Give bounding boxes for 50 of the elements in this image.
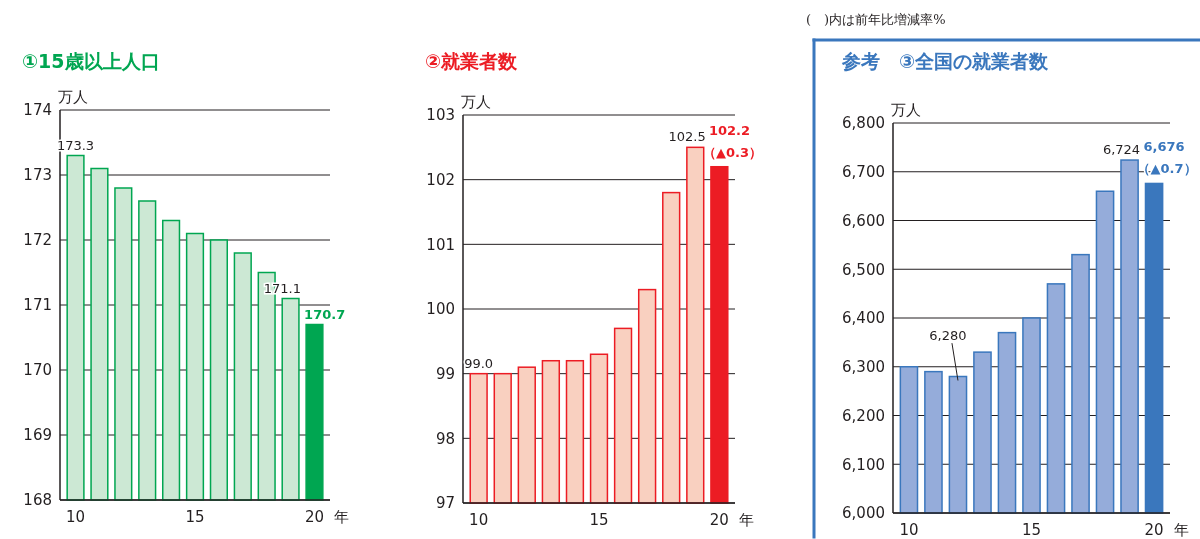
y-tick-label: 170	[23, 361, 52, 380]
data-label: 6,280	[929, 328, 967, 344]
y-tick-label: 98	[435, 429, 455, 448]
data-label: 102.2	[708, 122, 751, 138]
y-tick-label: 97	[435, 494, 455, 513]
data-label: 102.5	[668, 129, 706, 145]
y-tick-label: 6,200	[842, 406, 885, 425]
y-tick-label: 171	[23, 296, 52, 315]
y-tick-label: 102	[426, 170, 455, 189]
y-axis-title: 万人	[891, 101, 921, 119]
x-tick-label: 15	[589, 511, 609, 529]
y-tick-label: 6,500	[842, 260, 885, 279]
x-axis-title: 年	[334, 508, 350, 526]
y-tick-label: 168	[23, 491, 52, 510]
y-tick-label: 6,300	[842, 358, 885, 376]
text: ( )内は前年比増減率%	[806, 12, 946, 27]
y-tick-label: 6,000	[842, 504, 885, 523]
chart-title: 参考 ③全国の就業者数	[841, 50, 1050, 72]
y-tick-label: 99	[435, 364, 455, 383]
y-tick-label: 101	[426, 235, 455, 254]
y-tick-label: 100	[426, 300, 455, 319]
y-axis-title: 万人	[461, 93, 491, 111]
x-tick-label: 10	[65, 508, 86, 526]
y-tick-label: 6,700	[842, 163, 885, 181]
x-tick-label: 10	[899, 521, 919, 539]
x-axis-title: 年	[1174, 521, 1190, 539]
data-label: 99.0	[464, 355, 494, 371]
data-label: 170.7	[304, 306, 346, 322]
annotation: （▲0.3）	[702, 144, 762, 160]
y-tick-label: 174	[23, 101, 52, 120]
y-tick-label: 6,100	[842, 455, 885, 474]
chart-title: ②就業者数	[425, 50, 519, 72]
x-tick-label: 15	[1021, 521, 1042, 539]
x-axis-title: 年	[739, 511, 755, 529]
y-axis-title: 万人	[58, 88, 88, 106]
y-tick-label: 6,400	[842, 309, 885, 328]
y-tick-label: 6,600	[842, 211, 885, 230]
y-tick-label: 103	[426, 106, 455, 125]
y-tick-label: 6,800	[842, 114, 885, 133]
x-tick-label: 20	[709, 511, 729, 529]
y-tick-label: 173	[23, 166, 52, 185]
y-tick-label: 169	[23, 426, 52, 445]
chart-title: ①15歳以上人口	[22, 50, 160, 72]
x-tick-label: 20	[304, 508, 325, 526]
x-tick-label: 10	[469, 511, 489, 529]
data-label: 6,676	[1143, 139, 1185, 155]
x-tick-label: 20	[1144, 521, 1164, 539]
data-label: 6,724	[1102, 142, 1141, 158]
y-tick-label: 172	[23, 231, 52, 250]
x-tick-label: 15	[185, 508, 205, 526]
